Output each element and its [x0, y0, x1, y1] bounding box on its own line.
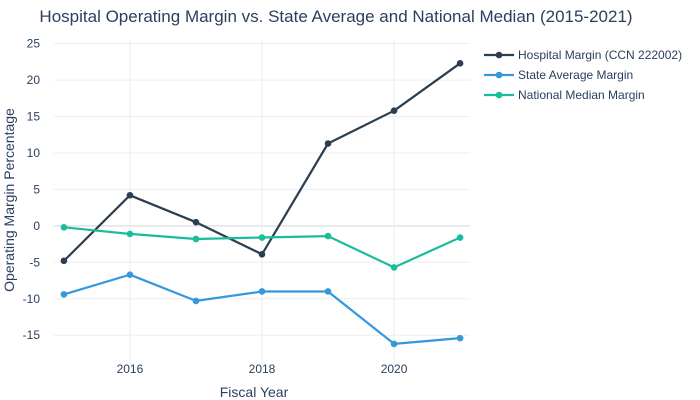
y-tick-label: -15: [23, 328, 41, 342]
data-point[interactable]: [258, 250, 266, 258]
y-tick-label: 0: [33, 219, 40, 233]
y-axis-ticks: -15 -10 -5 0 5 10 15 20 25: [23, 37, 41, 343]
data-point[interactable]: [390, 340, 398, 348]
y-axis-title: Operating Margin Percentage: [1, 108, 17, 292]
x-axis-title: Fiscal Year: [220, 384, 289, 400]
y-tick-label: 25: [27, 37, 41, 51]
legend-item[interactable]: State Average Margin: [484, 68, 633, 82]
y-tick-label: 5: [33, 182, 40, 196]
data-point[interactable]: [390, 107, 398, 115]
legend-swatch-marker: [495, 91, 503, 99]
series-3: [60, 224, 464, 271]
legend-label: State Average Margin: [518, 68, 633, 82]
data-point[interactable]: [324, 232, 332, 240]
data-point[interactable]: [456, 60, 464, 67]
data-point[interactable]: [192, 297, 200, 305]
x-tick-label: 2016: [117, 362, 144, 376]
x-axis-ticks: 2016 2018 2020: [117, 362, 408, 376]
data-point[interactable]: [324, 288, 332, 295]
data-point[interactable]: [258, 288, 266, 295]
legend-swatch-marker: [495, 71, 503, 79]
legend-item[interactable]: National Median Margin: [484, 88, 645, 102]
legend-label: Hospital Margin (CCN 222002): [518, 48, 682, 62]
y-tick-label: 10: [27, 146, 41, 160]
legend-swatch-marker: [495, 51, 503, 59]
legend[interactable]: Hospital Margin (CCN 222002) State Averag…: [484, 48, 682, 102]
x-tick-label: 2020: [381, 362, 408, 376]
data-point[interactable]: [456, 234, 464, 241]
data-point[interactable]: [126, 230, 134, 238]
y-tick-label: 15: [27, 110, 41, 124]
x-tick-label: 2018: [249, 362, 276, 376]
data-point[interactable]: [192, 218, 200, 226]
legend-item[interactable]: Hospital Margin (CCN 222002): [484, 48, 682, 62]
data-point[interactable]: [60, 257, 68, 265]
data-point[interactable]: [456, 334, 464, 342]
data-point[interactable]: [126, 191, 134, 199]
y-tick-label: -5: [29, 255, 40, 269]
legend-label: National Median Margin: [518, 88, 645, 102]
series-1: [60, 60, 464, 265]
series-2: [60, 271, 464, 348]
data-point[interactable]: [60, 224, 68, 231]
series-layer: [60, 60, 464, 348]
data-point[interactable]: [324, 140, 332, 147]
data-point[interactable]: [60, 291, 68, 298]
gridlines: [54, 40, 470, 368]
data-point[interactable]: [126, 271, 134, 279]
y-tick-label: 20: [27, 73, 41, 87]
data-point[interactable]: [192, 235, 200, 243]
chart-title: Hospital Operating Margin vs. State Aver…: [39, 7, 632, 26]
y-tick-label: -10: [23, 292, 41, 306]
data-point[interactable]: [390, 264, 398, 271]
data-point[interactable]: [258, 234, 266, 241]
